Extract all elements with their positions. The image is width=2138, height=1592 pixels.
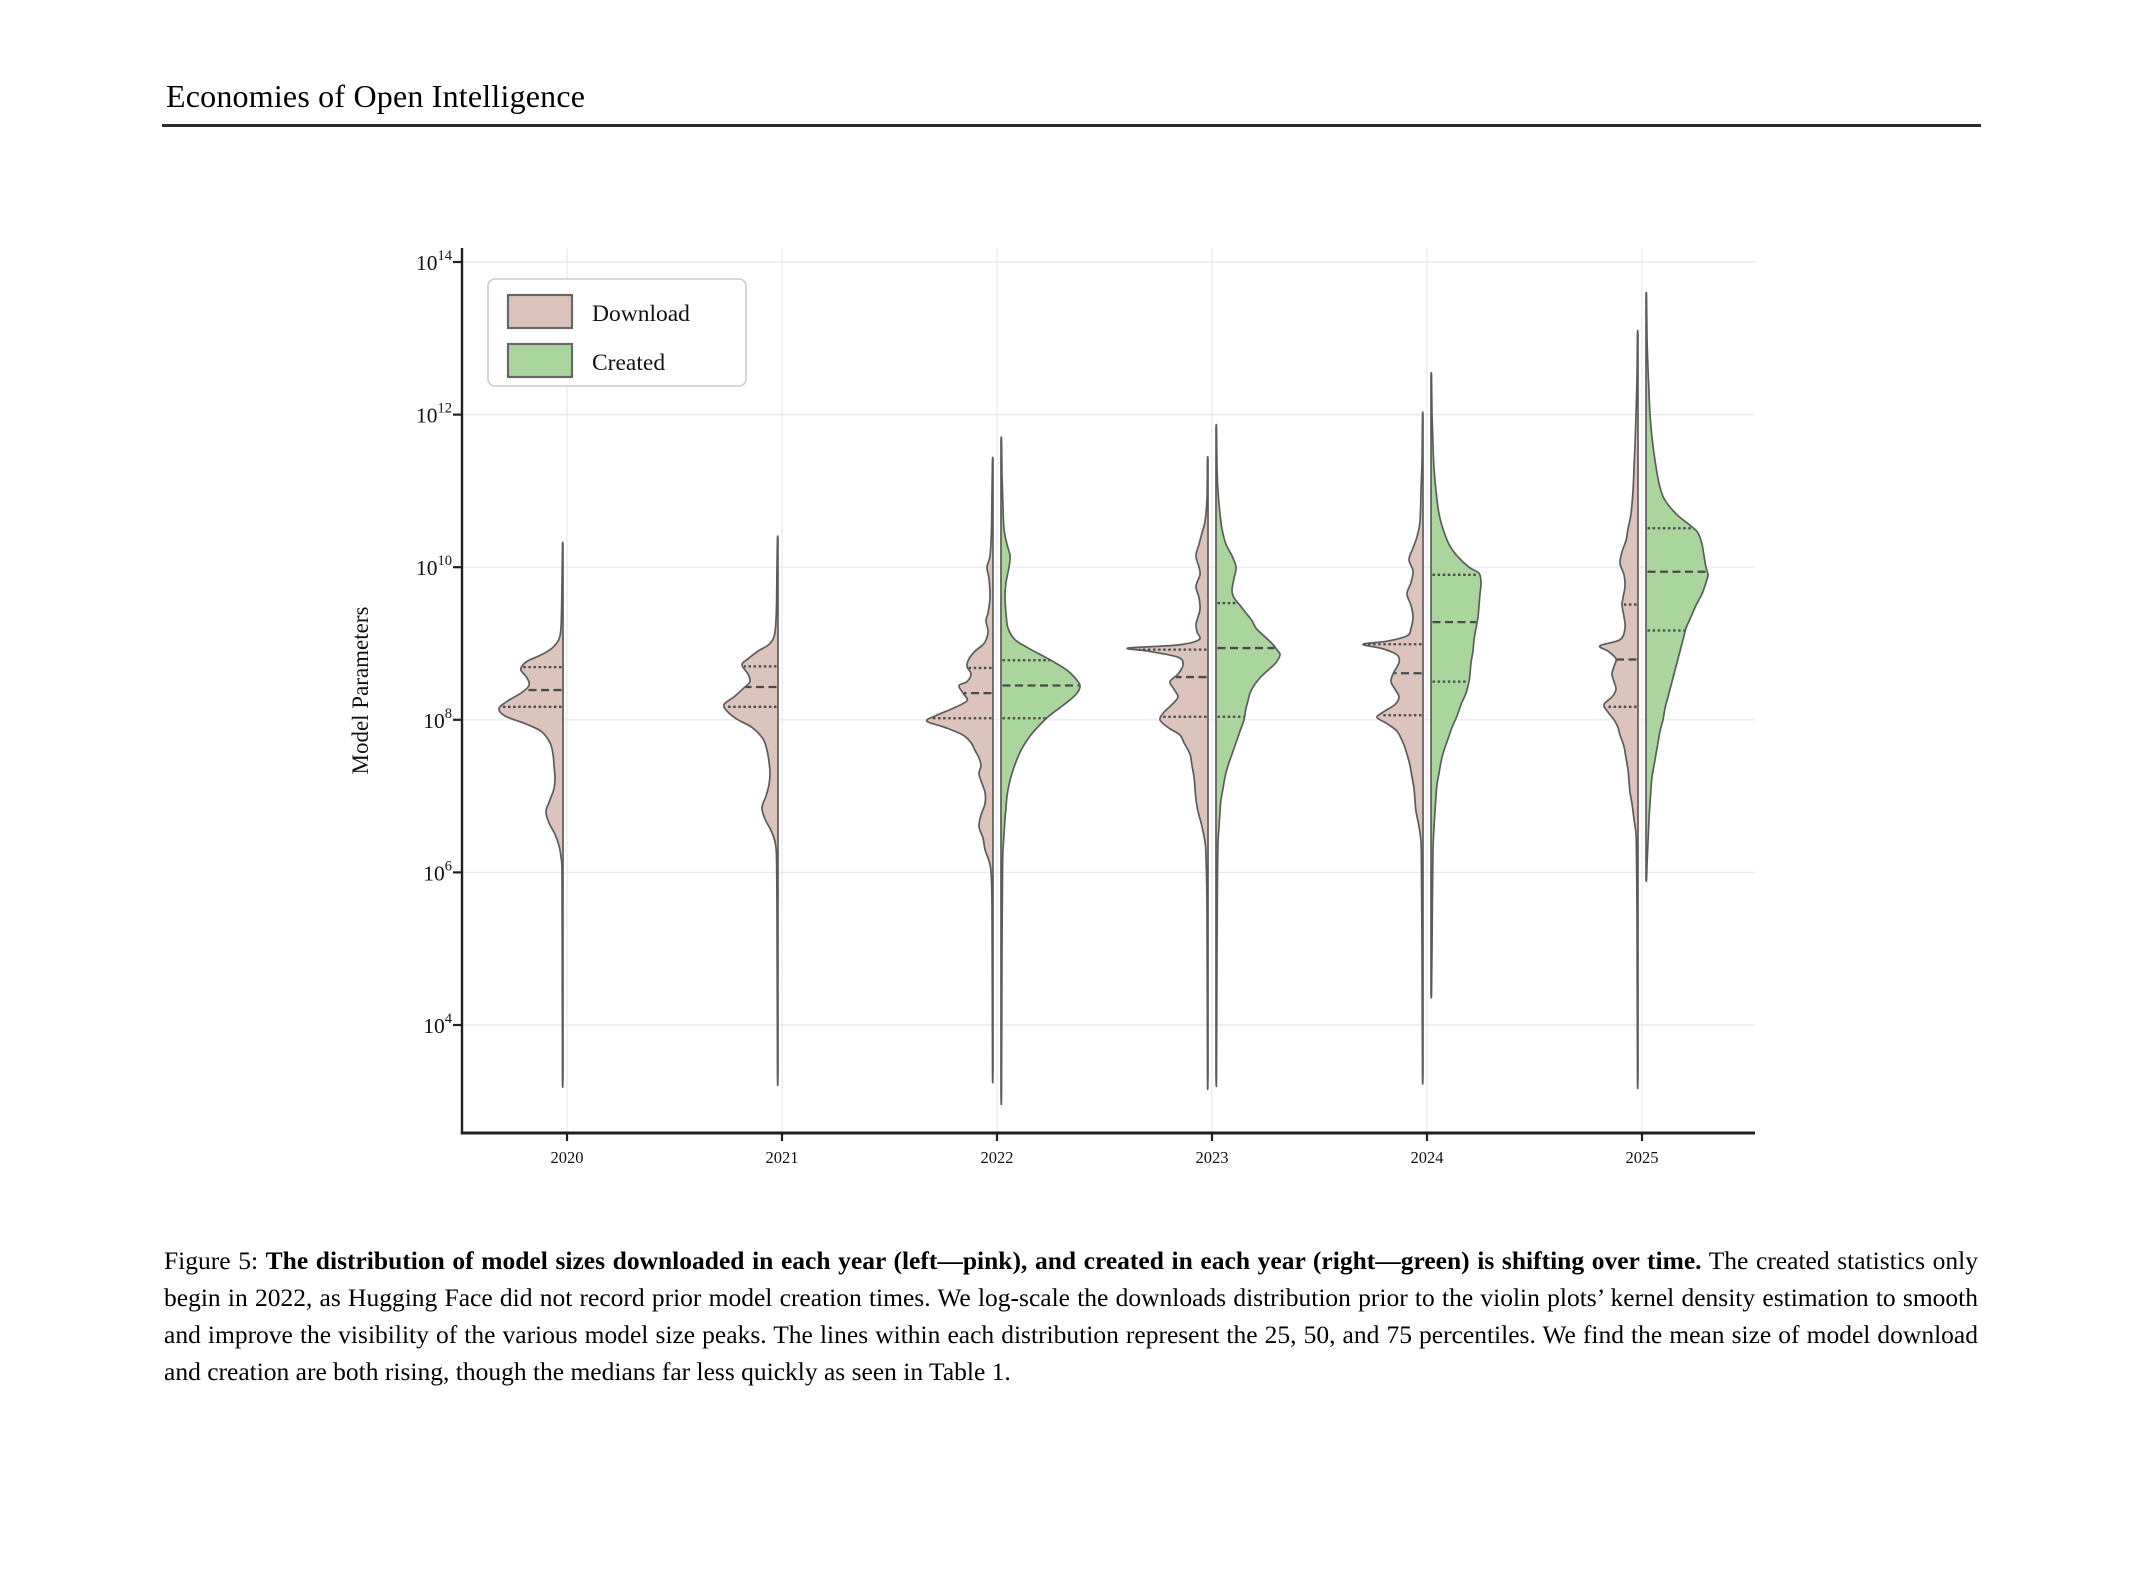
y-tick-label: 104	[423, 1011, 453, 1038]
violin-2020-download	[498, 541, 564, 1088]
caption-bold: The distribution of model sizes download…	[265, 1245, 1702, 1275]
x-tick-label: 2023	[1196, 1148, 1229, 1167]
legend-swatch-created	[506, 342, 574, 379]
violin-2022-created	[1000, 436, 1081, 1106]
figure-caption: Figure 5: The distribution of model size…	[164, 1242, 1978, 1390]
legend-label-download: Download	[592, 301, 690, 327]
x-tick-label: 2020	[551, 1148, 584, 1167]
download-density-shape	[925, 456, 994, 1084]
header-rule	[162, 124, 1981, 127]
download-density-shape	[1126, 455, 1209, 1090]
violins	[498, 291, 1709, 1106]
violin-2023-created	[1215, 423, 1281, 1088]
gridlines	[462, 248, 1755, 1133]
violin-2024-created	[1430, 371, 1482, 999]
created-density-shape	[1215, 423, 1281, 1088]
created-density-shape	[1430, 371, 1482, 999]
legend-swatch-download	[506, 293, 574, 330]
violin-2024-download	[1362, 411, 1424, 1085]
violin-2025-download	[1598, 329, 1639, 1090]
y-tick-label: 108	[423, 706, 452, 733]
violin-2025-created	[1645, 291, 1709, 882]
violin-2021-download	[722, 535, 779, 1086]
legend: Download Created	[487, 278, 747, 387]
x-tick-label: 2022	[981, 1148, 1014, 1167]
caption-rest: The created statistics only begin in 202…	[164, 1245, 1979, 1386]
y-tick-label: 1012	[416, 401, 452, 428]
violin-2023-download	[1126, 455, 1209, 1090]
violin-2022-download	[925, 456, 994, 1084]
y-tick-label: 1010	[416, 553, 452, 580]
created-density-shape	[1645, 291, 1709, 882]
y-tick-label: 106	[423, 858, 452, 885]
x-tick-label: 2025	[1626, 1148, 1659, 1167]
figure-5-violin-chart: 1014 1012 1010 108 106 104 2020 2021 2022 2023 202…	[348, 248, 1755, 1167]
download-density-shape	[498, 541, 564, 1088]
caption-prefix: Figure 5:	[164, 1245, 266, 1275]
legend-label-created: Created	[592, 350, 665, 376]
x-tick-label: 2021	[766, 1148, 799, 1167]
running-header: Economies of Open Intelligence	[166, 78, 586, 114]
y-tick-label: 1014	[416, 248, 453, 275]
download-density-shape	[1362, 411, 1424, 1085]
y-axis-title: Model Parameters	[348, 606, 373, 774]
download-density-shape	[722, 535, 779, 1086]
figure-5-chart-container: 1014 1012 1010 108 106 104 2020 2021 2022 2023 202…	[330, 170, 1810, 1180]
x-tick-label: 2024	[1411, 1148, 1444, 1167]
created-density-shape	[1000, 436, 1081, 1106]
download-density-shape	[1598, 329, 1639, 1090]
axes: 1014 1012 1010 108 106 104 2020 2021 2022 2023 202…	[348, 248, 1755, 1167]
